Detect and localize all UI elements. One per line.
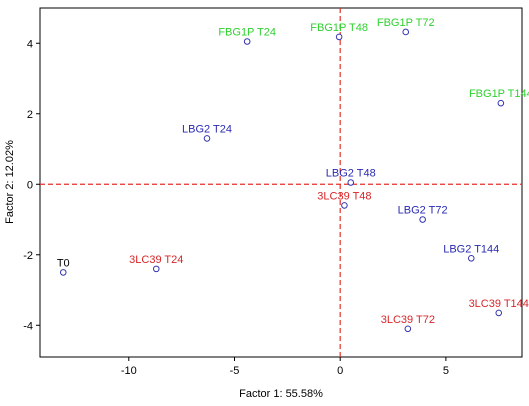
data-point: LBG2 T144: [443, 243, 499, 262]
point-label: FBG1P T144: [469, 88, 529, 100]
data-point: FBG1P T24: [218, 26, 276, 45]
data-point: FBG1P T48: [310, 22, 368, 41]
data-point: 3LC39 T48: [317, 190, 372, 209]
data-point: 3LC39 T24: [129, 254, 183, 273]
point-marker: [467, 254, 475, 262]
x-tick-label: 5: [443, 365, 449, 377]
point-label: 3LC39 T48: [317, 190, 371, 202]
y-axis-title: Factor 2: 12.02%: [4, 140, 16, 224]
point-label: FBG1P T24: [218, 26, 276, 38]
data-point: LBG2 T72: [398, 205, 448, 223]
point-label: FBG1P T48: [310, 22, 368, 34]
data-point: 3LC39 T72: [381, 314, 435, 333]
data-point: LBG2 T24: [182, 123, 232, 142]
point-marker: [335, 33, 343, 41]
point-label: LBG2 T144: [443, 243, 499, 255]
y-tick-label: 4: [27, 38, 33, 50]
point-label: 3LC39 T144: [469, 298, 529, 310]
point-marker: [341, 202, 348, 209]
point-marker: [497, 99, 505, 107]
point-marker: [152, 265, 160, 273]
point-label: LBG2 T72: [398, 205, 448, 217]
data-point: FBG1P T72: [377, 17, 435, 36]
data-point: LBG2 T48: [326, 168, 376, 186]
point-label: 3LC39 T24: [129, 254, 183, 266]
y-tick-label: 0: [27, 179, 33, 191]
point-label: LBG2 T24: [182, 123, 232, 135]
x-tick-label: 0: [337, 365, 343, 377]
point-marker: [59, 269, 67, 276]
point-label: 3LC39 T72: [381, 314, 435, 326]
data-point: T0: [57, 257, 70, 276]
point-marker: [419, 216, 426, 223]
point-marker: [404, 325, 412, 333]
plot-frame: [39, 7, 523, 358]
y-tick-label: -2: [23, 250, 33, 262]
data-points: FBG1P T24 FBG1P T48 FBG1P T72 FBG1P T144 LBG…: [57, 17, 529, 333]
data-point: 3LC39 T144: [469, 298, 529, 317]
point-label: T0: [57, 257, 70, 269]
y-tick-label: -4: [23, 320, 33, 332]
reference-lines: [40, 8, 522, 357]
x-axis-title: Factor 1: 55.58%: [239, 388, 323, 400]
point-marker: [402, 28, 410, 36]
data-point: FBG1P T144: [469, 88, 529, 107]
point-label: LBG2 T48: [326, 168, 376, 180]
point-marker: [347, 179, 355, 186]
point-label: FBG1P T72: [377, 17, 435, 29]
point-marker: [495, 309, 503, 317]
axis-ticks: -10 -5 0 5 -4 -2 0 2 4: [23, 38, 449, 377]
y-tick-label: 2: [27, 109, 33, 121]
point-marker: [203, 135, 211, 142]
point-marker: [243, 38, 251, 45]
x-tick-label: -10: [121, 365, 137, 377]
x-tick-label: -5: [230, 365, 240, 377]
